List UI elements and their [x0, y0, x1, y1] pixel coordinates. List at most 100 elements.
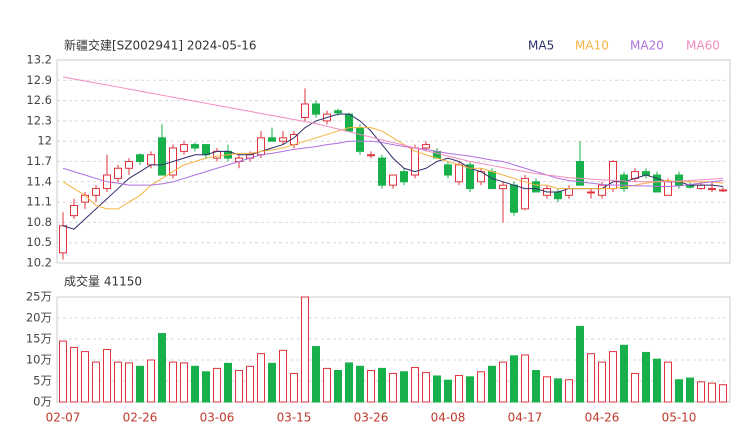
legend-label: MA10: [575, 39, 609, 53]
volume-bar: [92, 361, 100, 403]
chart-title: 新疆交建[SZ002941] 2024-05-16: [64, 38, 257, 53]
candle-body: [466, 164, 474, 190]
candle-body: [488, 171, 496, 190]
candle-body: [356, 127, 364, 152]
candle-body: [334, 110, 342, 114]
volume-bar: [103, 349, 111, 403]
volume-bar: [565, 379, 573, 403]
volume-bar: [213, 367, 221, 403]
candle-body: [312, 103, 320, 115]
candle-body: [719, 189, 727, 192]
ma-line: [62, 127, 724, 210]
volume-bar: [114, 361, 122, 403]
y-tick-label: 10万: [26, 353, 52, 367]
volume-bar: [576, 325, 584, 403]
x-tick-label: 04-26: [585, 411, 620, 425]
ma-line: [62, 113, 724, 230]
volume-bar: [169, 361, 177, 403]
volume-bar: [642, 351, 650, 403]
candle-body: [653, 174, 661, 193]
volume-bar: [719, 384, 727, 403]
volume-bar: [246, 365, 254, 403]
candle-body: [532, 181, 540, 193]
volume-bar: [697, 381, 705, 403]
volume-bar: [279, 349, 287, 403]
volume-bar: [59, 340, 67, 403]
ma-line: [62, 76, 724, 183]
volume-bar: [180, 362, 188, 403]
candle-body: [422, 144, 430, 149]
y-tick-label: 10.8: [26, 215, 52, 229]
candle-body: [389, 174, 397, 186]
volume-bar: [334, 370, 342, 403]
candle-body: [708, 188, 716, 191]
legend-label: MA60: [686, 39, 720, 53]
x-tick-label: 02-26: [123, 411, 158, 425]
ma-line: [62, 140, 724, 188]
volume-bar: [411, 367, 419, 403]
y-tick-label: 12.3: [26, 113, 52, 127]
volume-bar: [323, 367, 331, 403]
y-tick-label: 5万: [33, 374, 52, 388]
y-tick-label: 10.5: [26, 235, 52, 249]
volume-bar: [257, 353, 265, 403]
candle-body: [378, 157, 386, 186]
candle-body: [191, 144, 199, 149]
y-tick-label: 0万: [33, 395, 52, 409]
volume-bar: [312, 346, 320, 403]
candle-body: [521, 177, 529, 210]
y-tick-label: 10.2: [26, 256, 52, 270]
volume-bar: [653, 358, 661, 403]
volume-bar: [378, 367, 386, 403]
volume-bar: [455, 375, 463, 403]
volume-bar: [235, 370, 243, 403]
y-tick-label: 12.9: [26, 73, 52, 87]
volume-bar: [125, 362, 133, 403]
candle-body: [609, 161, 617, 190]
volume-bar: [147, 359, 155, 403]
y-tick-label: 11.4: [26, 174, 52, 188]
candle-body: [675, 174, 683, 186]
volume-bar: [631, 372, 639, 403]
candle-body: [59, 225, 67, 254]
candle-body: [147, 154, 155, 166]
candle-body: [400, 171, 408, 183]
candle-body: [576, 161, 584, 186]
volume-bar: [202, 371, 210, 403]
volume-bar: [598, 361, 606, 403]
volume-bar: [675, 379, 683, 403]
volume-bar: [356, 365, 364, 403]
volume-bar: [191, 365, 199, 403]
x-tick-label: 03-15: [277, 411, 312, 425]
candle-body: [70, 204, 78, 217]
candle-body: [455, 164, 463, 183]
volume-bar: [499, 361, 507, 403]
candle-body: [697, 184, 705, 190]
candle-body: [499, 184, 507, 190]
volume-bar: [466, 376, 474, 403]
candle-body: [81, 194, 89, 203]
volume-bar: [587, 353, 595, 403]
volume-bar: [444, 379, 452, 403]
volume-bar: [664, 361, 672, 403]
candle-body: [180, 144, 188, 152]
candle-body: [136, 154, 144, 163]
volume-bar: [686, 377, 694, 403]
candle-body: [114, 167, 122, 179]
volume-bar: [510, 355, 518, 403]
candle-body: [279, 137, 287, 142]
volume-bar: [521, 354, 529, 403]
volume-bar: [422, 372, 430, 403]
volume-bar: [136, 365, 144, 403]
candle-body: [301, 103, 309, 119]
volume-bar: [433, 375, 441, 403]
x-tick-label: 03-26: [354, 411, 389, 425]
volume-bar: [477, 371, 485, 403]
candle-body: [444, 164, 452, 176]
candle-body: [554, 191, 562, 200]
y-tick-label: 15万: [26, 332, 52, 346]
volume-bar: [532, 370, 540, 403]
y-tick-label: 25万: [26, 290, 52, 304]
y-tick-label: 13.2: [26, 53, 52, 67]
